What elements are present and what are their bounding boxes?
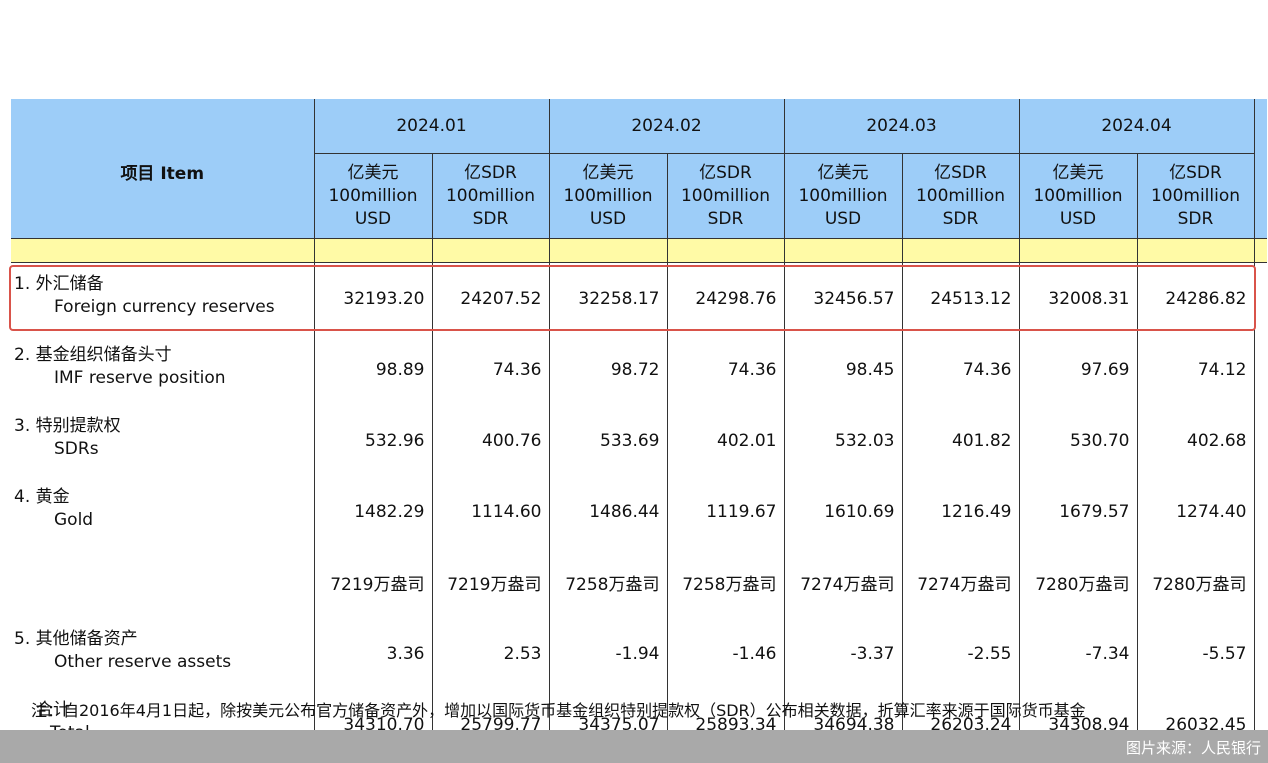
- value-cell: 98.89: [314, 334, 433, 405]
- value-cell: 400.76: [432, 405, 550, 476]
- value-cell: 1679.57: [1019, 476, 1138, 547]
- row-label-zh: 1. 外汇储备: [14, 274, 104, 294]
- footnote: 注：自2016年4月1日起，除按美元公布官方储备资产外，增加以国际货币基金组织特…: [31, 701, 1086, 720]
- value-cell: -7.34: [1019, 618, 1138, 689]
- value-cell: 24513.12: [902, 262, 1020, 334]
- value-cell: 7219万盎司: [314, 547, 433, 618]
- value-cell: 32008.31: [1019, 262, 1138, 334]
- value-cell: 7258万盎司: [549, 547, 668, 618]
- truncated-cell: [1254, 405, 1267, 476]
- table-row: 1. 外汇储备 Foreign currency reserves 32193.20…: [11, 262, 1267, 334]
- value-cell: 7280万盎司: [1137, 547, 1255, 618]
- row-label-zh: 3. 特别提款权: [14, 416, 121, 436]
- unit-usd-header: 亿美元 100million USD: [784, 153, 903, 239]
- value-cell: 533.69: [549, 405, 668, 476]
- truncated-cell: [1254, 618, 1267, 689]
- value-cell: 530.70: [1019, 405, 1138, 476]
- source-credit: 图片来源：人民银行: [1125, 739, 1261, 757]
- row-label: 4. 黄金 Gold: [11, 476, 315, 547]
- value-cell: 532.96: [314, 405, 433, 476]
- item-header: 项目 Item: [11, 99, 315, 239]
- value-cell: 32258.17: [549, 262, 668, 334]
- unit-usd-header: 亿美元 100million USD: [1019, 153, 1138, 239]
- value-cell: 74.36: [667, 334, 785, 405]
- source-bar: 图片来源：人民银行: [0, 730, 1268, 763]
- value-cell: 3.36: [314, 618, 433, 689]
- row-label: 2. 基金组织储备头寸 IMF reserve position: [11, 334, 315, 405]
- row-label-en: Gold: [54, 510, 94, 530]
- value-cell: 98.72: [549, 334, 668, 405]
- row-label-zh: 合计: [36, 700, 70, 720]
- month-header: 2024.04: [1019, 99, 1255, 154]
- value-cell: 7258万盎司: [667, 547, 785, 618]
- table-row: 2. 基金组织储备头寸 IMF reserve position 98.89 74.3…: [11, 334, 1267, 405]
- value-cell: -1.46: [667, 618, 785, 689]
- value-cell: -3.37: [784, 618, 903, 689]
- value-cell: 2.53: [432, 618, 550, 689]
- unit-sdr-header: 亿SDR 100million SDR: [667, 153, 785, 239]
- value-cell: 1274.40: [1137, 476, 1255, 547]
- unit-sdr-header: 亿SDR 100million SDR: [432, 153, 550, 239]
- table-row: 7219万盎司 7219万盎司 7258万盎司 7258万盎司 7274万盎司 7274万…: [11, 547, 1267, 618]
- value-cell: 1482.29: [314, 476, 433, 547]
- value-cell: 74.36: [432, 334, 550, 405]
- value-cell: 97.69: [1019, 334, 1138, 405]
- month-header: 2024.02: [549, 99, 785, 154]
- unit-sdr-header: 亿SDR 100million SDR: [1137, 153, 1255, 239]
- row-label-zh: 4. 黄金: [14, 487, 70, 507]
- truncated-cell: [1254, 547, 1267, 618]
- table-row: 5. 其他储备资产 Other reserve assets 3.36 2.53 -1.…: [11, 618, 1267, 689]
- row-label: [11, 547, 315, 618]
- value-cell: -5.57: [1137, 618, 1255, 689]
- month-header: 2024.01: [314, 99, 550, 154]
- unit-sdr-header: 亿SDR 100million SDR: [902, 153, 1020, 239]
- value-cell: 24286.82: [1137, 262, 1255, 334]
- value-cell: 1486.44: [549, 476, 668, 547]
- row-label-en: Other reserve assets: [54, 652, 232, 672]
- value-cell: -1.94: [549, 618, 668, 689]
- value-cell: 7274万盎司: [902, 547, 1020, 618]
- table-row: 3. 特别提款权 SDRs 532.96 400.76 533.69 402.01 532.…: [11, 405, 1267, 476]
- table-body: 1. 外汇储备 Foreign currency reserves 32193.20…: [11, 262, 1267, 761]
- value-cell: 7219万盎司: [432, 547, 550, 618]
- row-label-zh: 5. 其他储备资产: [14, 629, 138, 649]
- value-cell: 1216.49: [902, 476, 1020, 547]
- table-row: 4. 黄金 Gold 1482.29 1114.60 1486.44 1119.67 161…: [11, 476, 1267, 547]
- value-cell: 32193.20: [314, 262, 433, 334]
- row-label: 1. 外汇储备 Foreign currency reserves: [11, 262, 315, 334]
- row-label-en: SDRs: [54, 439, 99, 459]
- truncated-column: [1254, 99, 1267, 239]
- value-cell: 24298.76: [667, 262, 785, 334]
- truncated-cell: [1254, 476, 1267, 547]
- value-cell: -2.55: [902, 618, 1020, 689]
- reserves-table: 项目 Item 2024.01 2024.02 2024.03 2024.04 …: [11, 99, 1267, 761]
- value-cell: 402.01: [667, 405, 785, 476]
- row-label-zh: 2. 基金组织储备头寸: [14, 345, 172, 365]
- value-cell: 24207.52: [432, 262, 550, 334]
- unit-usd-header: 亿美元 100million USD: [549, 153, 668, 239]
- yellow-band-row: [11, 238, 1267, 263]
- unit-usd-header: 亿美元 100million USD: [314, 153, 433, 239]
- value-cell: 32456.57: [784, 262, 903, 334]
- value-cell: 1119.67: [667, 476, 785, 547]
- row-label-en: IMF reserve position: [54, 368, 226, 388]
- value-cell: 402.68: [1137, 405, 1255, 476]
- row-label: 5. 其他储备资产 Other reserve assets: [11, 618, 315, 689]
- value-cell: 401.82: [902, 405, 1020, 476]
- value-cell: 98.45: [784, 334, 903, 405]
- value-cell: 7274万盎司: [784, 547, 903, 618]
- value-cell: 532.03: [784, 405, 903, 476]
- value-cell: 74.12: [1137, 334, 1255, 405]
- month-header: 2024.03: [784, 99, 1020, 154]
- value-cell: 7280万盎司: [1019, 547, 1138, 618]
- row-label-en: Foreign currency reserves: [54, 297, 275, 317]
- value-cell: 1610.69: [784, 476, 903, 547]
- value-cell: 74.36: [902, 334, 1020, 405]
- row-label: 3. 特别提款权 SDRs: [11, 405, 315, 476]
- truncated-cell: [1254, 334, 1267, 405]
- truncated-cell: [1254, 262, 1267, 334]
- value-cell: 1114.60: [432, 476, 550, 547]
